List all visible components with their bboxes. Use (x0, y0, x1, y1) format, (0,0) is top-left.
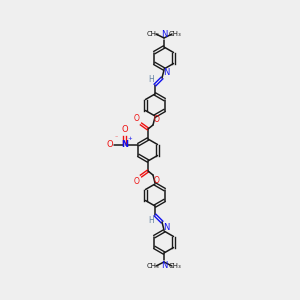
Text: CH₃: CH₃ (169, 263, 182, 269)
Text: O: O (134, 177, 140, 186)
Text: H: H (148, 75, 154, 84)
Text: O: O (121, 125, 128, 134)
Text: O: O (134, 114, 140, 123)
Text: CH₃: CH₃ (147, 31, 159, 37)
Text: ⁻: ⁻ (115, 136, 118, 141)
Text: N: N (161, 261, 167, 270)
Text: N: N (164, 68, 170, 77)
Text: O: O (106, 140, 113, 149)
Text: N: N (121, 140, 128, 149)
Text: H: H (148, 216, 154, 225)
Text: O: O (154, 176, 160, 185)
Text: N: N (161, 30, 167, 39)
Text: O: O (154, 115, 160, 124)
Text: CH₃: CH₃ (169, 31, 182, 37)
Text: +: + (127, 136, 132, 141)
Text: N: N (164, 223, 170, 232)
Text: CH₃: CH₃ (147, 263, 159, 269)
